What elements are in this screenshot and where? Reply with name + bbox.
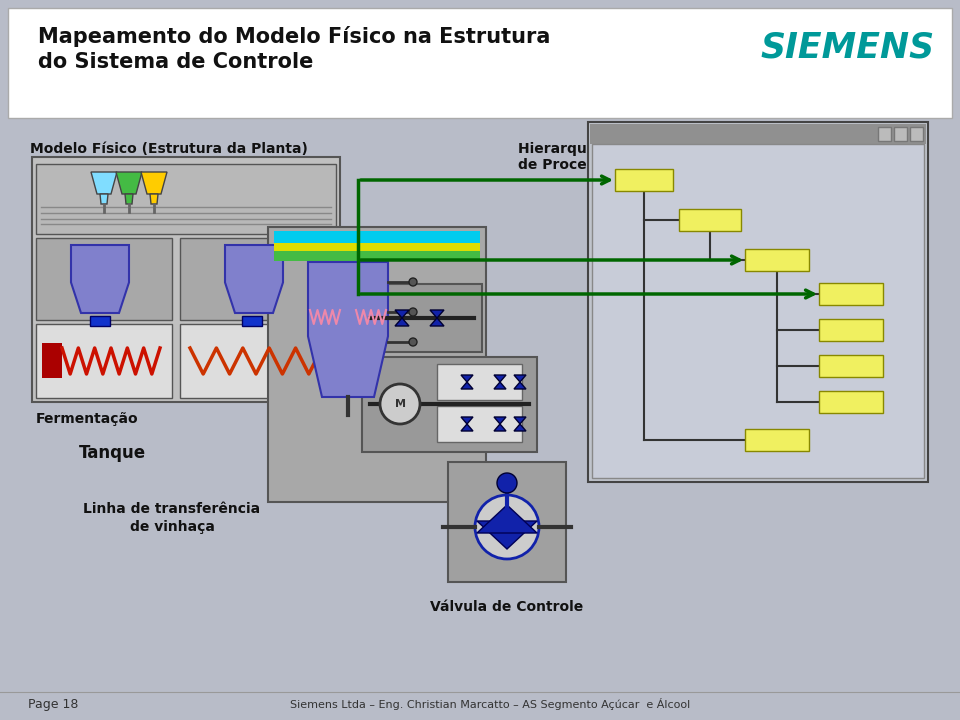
FancyBboxPatch shape [362, 357, 537, 452]
Text: Mapeamento do Modelo Físico na Estrutura: Mapeamento do Modelo Físico na Estrutura [38, 26, 550, 47]
Text: Tanque: Tanque [79, 444, 146, 462]
FancyBboxPatch shape [819, 319, 883, 341]
FancyBboxPatch shape [592, 144, 924, 478]
FancyBboxPatch shape [590, 124, 926, 144]
Polygon shape [71, 245, 129, 313]
Circle shape [497, 473, 517, 493]
Polygon shape [514, 424, 526, 431]
FancyBboxPatch shape [268, 227, 486, 502]
Polygon shape [100, 194, 108, 204]
FancyBboxPatch shape [180, 238, 336, 320]
FancyBboxPatch shape [274, 231, 480, 245]
Polygon shape [125, 194, 133, 204]
FancyBboxPatch shape [42, 343, 62, 378]
FancyBboxPatch shape [32, 157, 340, 402]
Text: M: M [395, 399, 405, 409]
FancyBboxPatch shape [878, 127, 891, 141]
Polygon shape [308, 262, 388, 397]
Text: Page 18: Page 18 [28, 698, 79, 711]
Text: Modelo Físico (Estrutura da Planta): Modelo Físico (Estrutura da Planta) [30, 142, 308, 156]
Polygon shape [141, 172, 167, 194]
FancyBboxPatch shape [362, 284, 482, 352]
Polygon shape [514, 382, 526, 389]
Circle shape [409, 308, 417, 316]
FancyBboxPatch shape [242, 316, 262, 326]
FancyBboxPatch shape [437, 406, 522, 442]
Polygon shape [461, 417, 473, 424]
Text: de vinhaça: de vinhaça [130, 520, 214, 534]
Text: Siemens Ltda – Eng. Christian Marcatto – AS Segmento Açúcar  e Álcool: Siemens Ltda – Eng. Christian Marcatto –… [290, 698, 690, 710]
Text: Válvula de Controle: Válvula de Controle [430, 600, 584, 614]
FancyBboxPatch shape [180, 324, 336, 398]
Circle shape [475, 495, 539, 559]
FancyBboxPatch shape [448, 462, 566, 582]
Circle shape [380, 384, 420, 424]
Polygon shape [494, 424, 506, 431]
Text: Hierarquia do Sistema de Controle: Hierarquia do Sistema de Controle [518, 142, 789, 156]
Polygon shape [514, 417, 526, 424]
Polygon shape [477, 505, 537, 533]
Text: Linha de transferência: Linha de transferência [84, 502, 260, 516]
Polygon shape [150, 194, 158, 204]
Polygon shape [477, 521, 537, 549]
FancyBboxPatch shape [588, 122, 928, 482]
FancyBboxPatch shape [274, 243, 480, 253]
FancyBboxPatch shape [36, 324, 172, 398]
Polygon shape [461, 375, 473, 382]
Text: Fermentação: Fermentação [36, 412, 138, 426]
FancyBboxPatch shape [8, 8, 952, 118]
Polygon shape [430, 318, 444, 326]
FancyBboxPatch shape [36, 164, 336, 234]
FancyBboxPatch shape [910, 127, 923, 141]
Polygon shape [91, 172, 117, 194]
FancyBboxPatch shape [745, 249, 809, 271]
Polygon shape [225, 245, 283, 313]
FancyBboxPatch shape [894, 127, 907, 141]
FancyBboxPatch shape [819, 391, 883, 413]
FancyBboxPatch shape [90, 316, 110, 326]
Polygon shape [461, 382, 473, 389]
FancyBboxPatch shape [679, 209, 741, 231]
Polygon shape [430, 310, 444, 318]
FancyBboxPatch shape [274, 251, 480, 261]
FancyBboxPatch shape [819, 355, 883, 377]
Polygon shape [395, 318, 409, 326]
Polygon shape [494, 417, 506, 424]
Polygon shape [514, 375, 526, 382]
Text: SIEMENS: SIEMENS [760, 30, 934, 64]
FancyBboxPatch shape [36, 238, 172, 320]
FancyBboxPatch shape [819, 283, 883, 305]
Circle shape [409, 278, 417, 286]
Circle shape [409, 338, 417, 346]
Text: do Sistema de Controle: do Sistema de Controle [38, 52, 313, 72]
Polygon shape [494, 375, 506, 382]
Polygon shape [494, 382, 506, 389]
FancyBboxPatch shape [745, 429, 809, 451]
Text: de Processo: de Processo [518, 158, 612, 172]
Polygon shape [395, 310, 409, 318]
FancyBboxPatch shape [615, 169, 673, 191]
Polygon shape [461, 424, 473, 431]
Polygon shape [116, 172, 142, 194]
FancyBboxPatch shape [437, 364, 522, 400]
